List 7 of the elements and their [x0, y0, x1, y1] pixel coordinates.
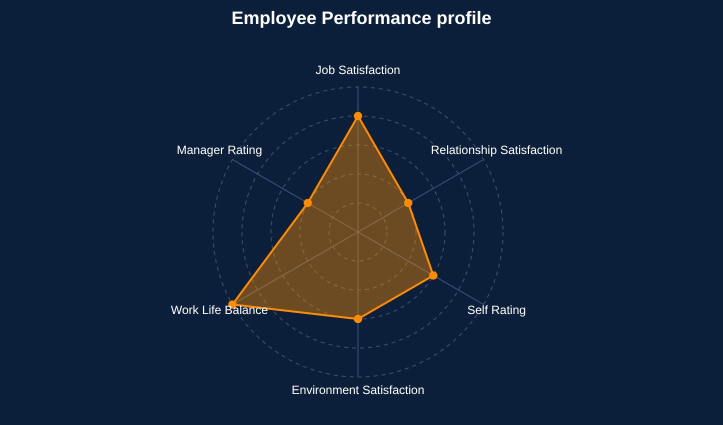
spoke-label: Self Rating [467, 303, 526, 317]
spoke-label: Job Satisfaction [316, 63, 400, 77]
chart-title: Employee Performance profile [231, 8, 492, 28]
spoke-label: Manager Rating [176, 143, 262, 157]
spoke-label: Work Life Balance [170, 303, 268, 317]
spoke-label: Relationship Satisfaction [430, 143, 562, 157]
spoke-label: Environment Satisfaction [292, 383, 424, 397]
